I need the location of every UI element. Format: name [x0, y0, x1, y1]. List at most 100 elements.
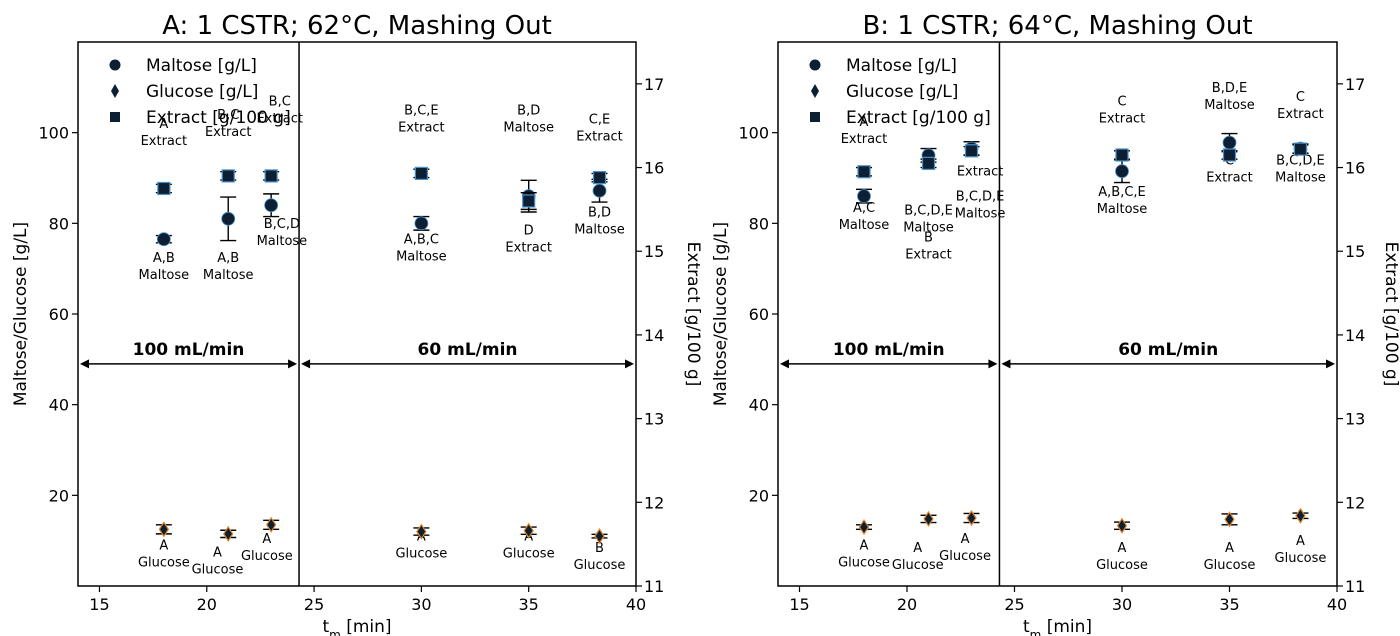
x-tick-label: 15	[789, 595, 809, 614]
significance-label: Extract	[1277, 107, 1324, 122]
significance-label: Glucose	[192, 563, 244, 578]
data-point-extract	[414, 166, 428, 180]
data-point-glucose	[1224, 511, 1235, 528]
significance-label: B,D	[588, 206, 611, 221]
significance-label: Maltose	[1097, 202, 1148, 217]
y2-tick-label: 11	[644, 577, 664, 596]
series-square	[155, 166, 608, 211]
significance-label: Extract	[256, 111, 303, 126]
series-diamond	[155, 516, 608, 545]
significance-label: Maltose	[574, 223, 625, 238]
significance-label: Extract	[905, 247, 952, 262]
significance-label: B	[595, 541, 604, 556]
flow-rate-label: 60 mL/min	[418, 340, 518, 360]
legend-marker-extract	[110, 112, 120, 122]
data-point-glucose	[265, 516, 277, 533]
significance-label: Maltose	[1204, 98, 1255, 113]
data-point-glucose	[923, 510, 934, 528]
data-point-maltose	[156, 232, 171, 247]
data-point-extract	[592, 170, 607, 185]
significance-label: Extract	[841, 132, 888, 147]
significance-label: Glucose	[939, 549, 991, 564]
significance-label: A	[913, 541, 922, 556]
series-square	[856, 142, 1309, 179]
significance-label: Glucose	[1275, 551, 1327, 566]
significance-label: B,C,D,E	[956, 190, 1005, 205]
data-point-maltose	[857, 189, 871, 204]
y-tick-label: 20	[749, 486, 769, 505]
data-point-extract	[522, 194, 536, 208]
significance-label: Extract	[1206, 170, 1253, 185]
data-point-extract	[921, 156, 936, 170]
significance-label: A,B,C,E	[1098, 185, 1146, 200]
x-tick-label: 25	[304, 595, 324, 614]
significance-label: Extract	[1099, 111, 1146, 126]
y-tick-label: 40	[49, 396, 69, 415]
significance-label: B,C,E	[404, 104, 438, 119]
significance-label: Glucose	[1096, 558, 1148, 573]
flow-rate-label: 60 mL/min	[1118, 340, 1218, 360]
significance-label: Extract	[576, 130, 623, 145]
significance-label: B,C,D	[264, 217, 300, 232]
legend-label: Glucose [g/L]	[846, 82, 958, 102]
significance-label: Maltose	[203, 268, 254, 283]
y2-axis-label: Extract [g/100 g]	[683, 242, 703, 387]
chart-title: A: 1 CSTR; 62°C, Mashing Out	[162, 11, 552, 41]
data-point-extract	[264, 169, 278, 183]
significance-label: B	[924, 230, 933, 245]
y-axis-label: Maltose/Glucose [g/L]	[11, 222, 31, 406]
x-tick-label: 20	[897, 595, 917, 614]
significance-label: Glucose	[503, 547, 555, 562]
series-diamond	[856, 507, 1309, 536]
data-point-glucose	[223, 525, 234, 542]
legend-marker-maltose	[809, 59, 821, 71]
significance-label: B,D,E	[1212, 81, 1247, 96]
data-point-glucose	[594, 528, 605, 545]
significance-label: A	[1118, 541, 1127, 556]
significance-label: Glucose	[892, 558, 944, 573]
x-tick-label: 35	[519, 595, 539, 614]
y2-axis-label: Extract [g/100 g]	[1381, 242, 1400, 387]
significance-label: A	[1225, 541, 1234, 556]
arrowhead-right	[625, 359, 634, 369]
significance-label: Glucose	[395, 547, 447, 562]
legend-label: Maltose [g/L]	[846, 56, 957, 76]
significance-label: C,E	[589, 113, 610, 128]
data-point-extract	[1293, 142, 1308, 156]
y-tick-label: 40	[749, 396, 769, 415]
arrowhead-left	[780, 359, 789, 369]
x-tick-label: 35	[1219, 595, 1239, 614]
significance-label: Glucose	[241, 549, 293, 564]
data-point-extract	[1222, 148, 1237, 162]
y2-tick-label: 17	[1345, 75, 1365, 94]
legend: Maltose [g/L] Glucose [g/L] Extract [g/100…	[109, 56, 291, 128]
x-tick-label: 40	[626, 595, 646, 614]
data-point-glucose	[416, 523, 427, 540]
legend-marker-extract	[810, 112, 820, 122]
significance-label: Extract	[141, 134, 188, 149]
significance-label: Maltose	[1275, 170, 1326, 185]
chart-title: B: 1 CSTR; 64°C, Mashing Out	[862, 11, 1252, 41]
significance-label: Extract	[505, 241, 552, 256]
y2-tick-label: 16	[1345, 159, 1365, 178]
data-point-extract	[157, 181, 171, 196]
y2-tick-label: 11	[1345, 577, 1365, 596]
data-point-extract	[221, 169, 235, 183]
x-axis-label: tm [min]	[322, 617, 391, 636]
y-tick-label: 100	[738, 124, 769, 143]
data-point-maltose	[1115, 164, 1129, 179]
significance-label: B,C,D,E	[1276, 153, 1325, 168]
legend-marker-glucose	[111, 84, 119, 98]
y2-tick-label: 12	[644, 493, 664, 512]
significance-label: A	[860, 539, 869, 554]
data-point-glucose	[966, 509, 977, 527]
legend-label: Maltose [g/L]	[146, 56, 257, 76]
y-axis-label: Maltose/Glucose [g/L]	[711, 222, 731, 406]
data-point-maltose	[1222, 135, 1237, 150]
flow-rate-label: 100 mL/min	[833, 340, 945, 360]
significance-label: Extract	[398, 121, 445, 136]
arrowhead-left	[80, 359, 89, 369]
data-point-maltose	[264, 198, 279, 213]
significance-label: Maltose	[396, 250, 447, 265]
